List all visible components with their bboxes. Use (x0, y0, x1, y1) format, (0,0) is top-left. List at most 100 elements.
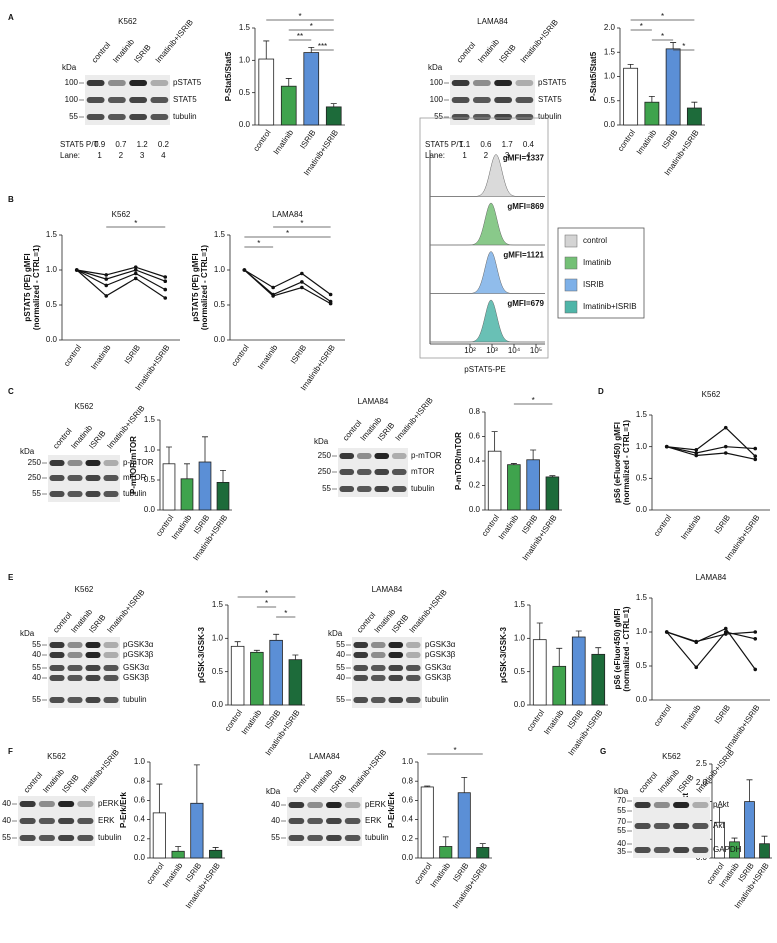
y-tick-label: 0.5 (636, 661, 648, 670)
blot-band (58, 818, 75, 824)
point (664, 444, 669, 449)
point (753, 630, 758, 634)
bar (420, 786, 434, 859)
error-bar (166, 446, 172, 464)
blot-band (103, 642, 119, 648)
point (694, 665, 699, 670)
line (666, 631, 756, 669)
y-tick-label: 0.4 (402, 815, 414, 824)
bar (439, 846, 453, 859)
band-label: pGSK3β (123, 650, 154, 659)
blot-title: LAMA84 (372, 585, 403, 594)
lane-number: 1 (97, 151, 102, 160)
significance-label: * (640, 22, 643, 31)
panel-letter: C (8, 387, 14, 396)
blot-band (692, 823, 709, 829)
error-bar (691, 101, 698, 109)
line (76, 269, 166, 299)
panel-letter: F (8, 747, 13, 756)
lane-label: Imatinib+ISRIB (105, 404, 146, 451)
blot-band (67, 460, 83, 466)
bar (571, 636, 586, 706)
bar (457, 792, 471, 859)
y-tick-label: 1.0 (636, 627, 648, 636)
blot-band (49, 675, 65, 681)
flow-legend-box (557, 227, 645, 319)
error-bar (184, 463, 190, 479)
lane-number: 3 (505, 151, 510, 160)
kda-label: kDa (20, 629, 35, 638)
error-bar (761, 835, 768, 844)
blot-band (58, 835, 75, 841)
band-label: pSTAT5 (173, 78, 202, 87)
blot-band (19, 818, 36, 824)
marker-label: 250 (318, 467, 332, 476)
x-tick-label: Imatinib+ISRIB (191, 513, 229, 562)
blot-band (107, 97, 126, 103)
point (753, 454, 758, 458)
x-tick-label: control (616, 128, 637, 153)
x-tick-label: ISRIB (660, 128, 679, 150)
error-bar (530, 449, 537, 460)
marker-label: 40 (2, 816, 11, 825)
blot-band (85, 491, 101, 497)
panel-letter: G (600, 747, 606, 756)
y-tick-label: 1.0 (212, 633, 224, 642)
blot-band (339, 469, 355, 475)
point (723, 626, 728, 631)
significance-label: * (300, 219, 303, 228)
blot-band (85, 652, 101, 658)
blot-band (391, 453, 407, 459)
y-tick-label: 0.0 (144, 505, 156, 514)
blot-band (67, 652, 83, 658)
blot-band (353, 697, 369, 703)
y-tick-label: 0.5 (46, 300, 58, 309)
blot-title: LAMA84 (358, 397, 389, 406)
point (753, 667, 758, 672)
error-bar (175, 846, 182, 852)
blot-band (673, 802, 690, 808)
marker-label: 55 (32, 695, 41, 704)
blot-band (356, 486, 372, 492)
bar (258, 58, 275, 126)
blot-band (344, 835, 361, 841)
marker-label: 35 (617, 847, 626, 856)
significance-label: * (453, 746, 456, 755)
pt-value: 0.7 (115, 140, 127, 149)
kda-label: kDa (614, 787, 629, 796)
blot-membrane (352, 637, 422, 708)
point (163, 279, 168, 284)
bar (303, 52, 320, 126)
y-axis-label: P-mTOR/mTOR (454, 432, 463, 490)
chart-title: K562 (112, 210, 131, 219)
y-tick-label: 0.5 (514, 667, 526, 676)
blot-band (388, 642, 404, 648)
bar (552, 665, 567, 706)
bar (665, 48, 681, 126)
y-tick-label: 0.2 (402, 834, 414, 843)
point (723, 632, 728, 636)
point (694, 639, 699, 644)
marker-label: 70 (617, 796, 626, 805)
blot-band (49, 642, 65, 648)
blot-band (370, 652, 386, 658)
x-tick-label: ISRIB (713, 703, 732, 725)
legend-label: Imatinib (583, 258, 612, 267)
blot-band (634, 823, 651, 829)
y-tick-label: 0.8 (134, 776, 146, 785)
error-bar (549, 475, 556, 477)
blot-band (67, 665, 83, 671)
band-label: tubulin (425, 695, 449, 704)
x-tick-label: ISRIB (298, 128, 317, 150)
marker-label: 40 (617, 839, 626, 848)
blot-band (326, 818, 342, 824)
blot-band (515, 97, 534, 103)
blot-band (515, 114, 534, 120)
bar (269, 639, 283, 706)
band-label: tubulin (365, 833, 389, 842)
y-tick-label: 0.5 (212, 667, 224, 676)
y-tick-label: 1.0 (402, 757, 414, 766)
x-tick-label: ISRIB (713, 513, 732, 535)
chart-title: LAMA84 (272, 210, 303, 219)
y-tick-label: 0.5 (604, 96, 616, 105)
